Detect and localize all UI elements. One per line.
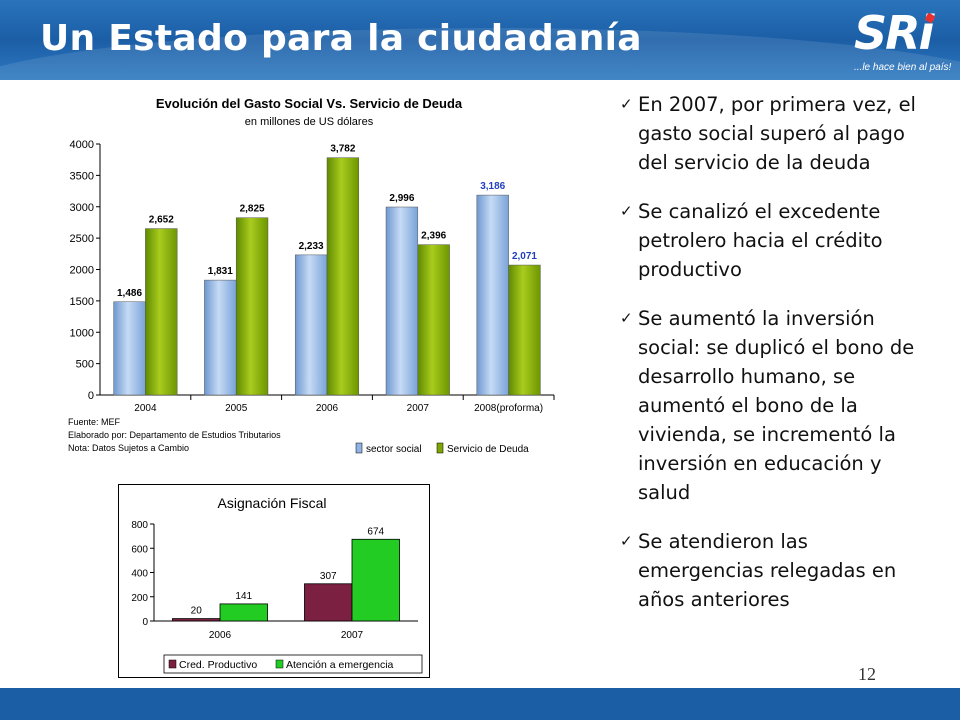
- gasto-social-chart: Evolución del Gasto Social Vs. Servicio …: [54, 84, 564, 464]
- header-swoosh: [0, 0, 960, 80]
- bar-servicio-de-deuda-2005: [235, 217, 269, 396]
- bullet-text: Se aumentó la inversión social: se dupli…: [638, 307, 915, 504]
- legend-swatch-atencion-emergencia: [275, 659, 284, 669]
- x-tick-label: 2004: [134, 403, 157, 414]
- data-label: 20: [191, 606, 203, 617]
- y-tick-label: 600: [131, 544, 148, 555]
- y-tick-label: 3000: [70, 202, 94, 214]
- bullet-item: ✓ En 2007, por primera vez, el gasto soc…: [618, 90, 938, 177]
- data-label: 3,782: [330, 144, 355, 155]
- legend-label-cred-productivo: Cred. Productivo: [179, 659, 257, 671]
- chart-note-disclaimer: Nota: Datos Sujetos a Cambio: [68, 443, 189, 453]
- y-tick-label: 4000: [70, 139, 94, 151]
- x-tick-label: 2006: [316, 403, 339, 414]
- slide-title: Un Estado para la ciudadanía: [40, 18, 642, 59]
- data-label: 307: [320, 571, 337, 582]
- y-tick-label: 0: [142, 617, 148, 628]
- bar-servicio-de-deuda-2007: [417, 244, 450, 396]
- bullet-text: Se atendieron las emergencias relegadas …: [638, 530, 897, 611]
- bar-sector-social-2007: [385, 206, 419, 396]
- x-tick-label: 2007: [341, 630, 364, 641]
- logo-slogan: ...le hace bien al país!: [854, 62, 952, 73]
- bullet-text: Se canalizó el excedente petrolero hacia…: [638, 200, 883, 281]
- checkmark-icon: ✓: [620, 95, 633, 113]
- bar-cred-productivo-2006: [172, 618, 221, 622]
- legend-box: [163, 654, 423, 674]
- chart-title: Asignación Fiscal: [218, 495, 327, 511]
- sri-logo: SRi ...le hace bien al país!: [842, 6, 952, 78]
- data-label: 2,652: [149, 215, 174, 226]
- x-tick-label: 2008(proforma): [474, 403, 543, 414]
- y-tick-label: 2000: [70, 265, 94, 277]
- x-tick-label: 2007: [407, 403, 430, 414]
- data-label: 1,831: [208, 266, 233, 277]
- bar-servicio-de-deuda-2004: [145, 228, 178, 396]
- plot-area: 0 500 1000 1500 2000 2500 3000 3500 4000 2004 1,48…: [70, 139, 555, 414]
- data-label: 2,233: [299, 241, 324, 252]
- x-tick-label: 2006: [209, 630, 232, 641]
- plot-area: 0 200 400 600 800 2006 20 141 2007 307 674: [131, 520, 418, 641]
- y-tick-label: 1500: [70, 296, 94, 308]
- legend-swatch-servicio-deuda: [436, 442, 444, 454]
- legend-label-atencion-emergencia: Atención a emergencia: [286, 659, 394, 671]
- checkmark-icon: ✓: [620, 309, 633, 327]
- data-label: 2,071: [512, 251, 537, 262]
- slide-header: Un Estado para la ciudadanía SRi ...le h…: [0, 0, 960, 80]
- bar-sector-social-2008-proforma: [476, 194, 509, 396]
- bar-servicio-de-deuda-2006: [326, 157, 360, 396]
- checkmark-icon: ✓: [620, 532, 633, 550]
- chart-note-author: Elaborado por: Departamento de Estudios …: [68, 430, 281, 440]
- bar-atenci-n-a-emergencia-2007: [351, 538, 400, 622]
- data-label: 2,396: [421, 231, 446, 242]
- data-label: 2,825: [240, 204, 265, 215]
- bar-cred-productivo-2007: [304, 583, 353, 622]
- bar-sector-social-2004: [113, 301, 146, 396]
- x-tick-label: 2005: [225, 403, 248, 414]
- y-tick-label: 500: [76, 359, 94, 371]
- data-label: 3,186: [480, 181, 505, 192]
- chart-note-source: Fuente: MEF: [68, 417, 121, 427]
- y-tick-label: 200: [131, 593, 148, 604]
- bar-servicio-de-deuda-2008-proforma: [508, 264, 541, 396]
- slide-footer: [0, 688, 960, 720]
- chart-legend: sector social Servicio de Deuda: [355, 442, 529, 455]
- chart-title: Evolución del Gasto Social Vs. Servicio …: [156, 96, 463, 111]
- bullet-item: ✓ Se canalizó el excedente petrolero hac…: [618, 197, 938, 284]
- data-label: 141: [235, 591, 252, 602]
- bullet-list: ✓ En 2007, por primera vez, el gasto soc…: [618, 90, 938, 614]
- bullet-item: ✓ Se aumentó la inversión social: se dup…: [618, 304, 938, 507]
- y-tick-label: 3500: [70, 170, 94, 182]
- bullet-item: ✓ Se atendieron las emergencias relegada…: [618, 527, 938, 614]
- bar-sector-social-2006: [294, 254, 328, 396]
- y-tick-label: 1000: [70, 327, 94, 339]
- chart-subtitle: en millones de US dólares: [245, 116, 374, 128]
- bullet-text: En 2007, por primera vez, el gasto socia…: [638, 93, 916, 174]
- y-tick-label: 400: [131, 569, 148, 580]
- data-label: 1,486: [117, 288, 142, 299]
- bar-atenci-n-a-emergencia-2006: [219, 603, 268, 622]
- page-number: 12: [858, 664, 876, 684]
- legend-label-servicio-deuda: Servicio de Deuda: [447, 444, 529, 455]
- checkmark-icon: ✓: [620, 202, 633, 220]
- legend-swatch-sector-social: [355, 442, 363, 454]
- asignacion-fiscal-chart: Asignación Fiscal 0 200 400 600 800 2006 20 141…: [118, 484, 430, 678]
- bar-sector-social-2005: [204, 279, 237, 396]
- chart-legend: Cred. Productivo Atención a emergencia: [163, 654, 423, 674]
- y-tick-label: 2500: [70, 233, 94, 245]
- data-label: 674: [367, 526, 384, 537]
- logo-text: SRi: [854, 6, 934, 60]
- legend-label-sector-social: sector social: [366, 444, 422, 455]
- data-label: 2,996: [389, 193, 414, 204]
- y-tick-label: 0: [88, 390, 94, 402]
- legend-swatch-cred-productivo: [168, 659, 177, 669]
- y-tick-label: 800: [131, 520, 148, 531]
